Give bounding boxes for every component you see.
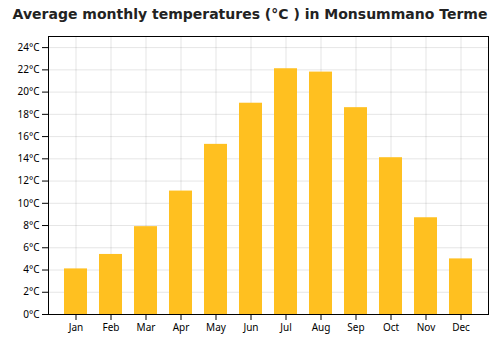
svg-text:Nov: Nov	[417, 320, 436, 334]
svg-text:Dec: Dec	[452, 320, 470, 334]
svg-text:Mar: Mar	[137, 320, 156, 334]
html-text:Average monthly temperatures (: Average monthly temperatures (°C ) in Mo…	[12, 6, 488, 22]
svg-text:2°C: 2°C	[23, 284, 40, 298]
svg-text:Jan: Jan	[68, 320, 84, 334]
svg-text:Jun: Jun	[242, 320, 258, 334]
svg-text:Aug: Aug	[312, 320, 331, 334]
svg-text:18°C: 18°C	[17, 107, 40, 121]
svg-text:20°C: 20°C	[17, 84, 40, 98]
svg-text:24°C: 24°C	[17, 40, 40, 54]
svg-text:4°C: 4°C	[23, 262, 40, 276]
svg-text:12°C: 12°C	[17, 173, 40, 187]
svg-text:May: May	[206, 320, 227, 334]
svg-text:Sep: Sep	[347, 320, 364, 334]
svg-text:6°C: 6°C	[23, 240, 40, 254]
svg-text:8°C: 8°C	[23, 218, 40, 232]
svg-text:16°C: 16°C	[17, 129, 40, 143]
svg-text:Oct: Oct	[383, 320, 400, 334]
svg-text:14°C: 14°C	[17, 151, 40, 165]
svg-text:0°C: 0°C	[23, 307, 40, 321]
svg-text:Jul: Jul	[279, 320, 292, 334]
svg-text:22°C: 22°C	[17, 62, 40, 76]
svg-text:Apr: Apr	[173, 320, 190, 334]
svg-text:Feb: Feb	[103, 320, 120, 334]
svg-text:10°C: 10°C	[17, 196, 40, 210]
